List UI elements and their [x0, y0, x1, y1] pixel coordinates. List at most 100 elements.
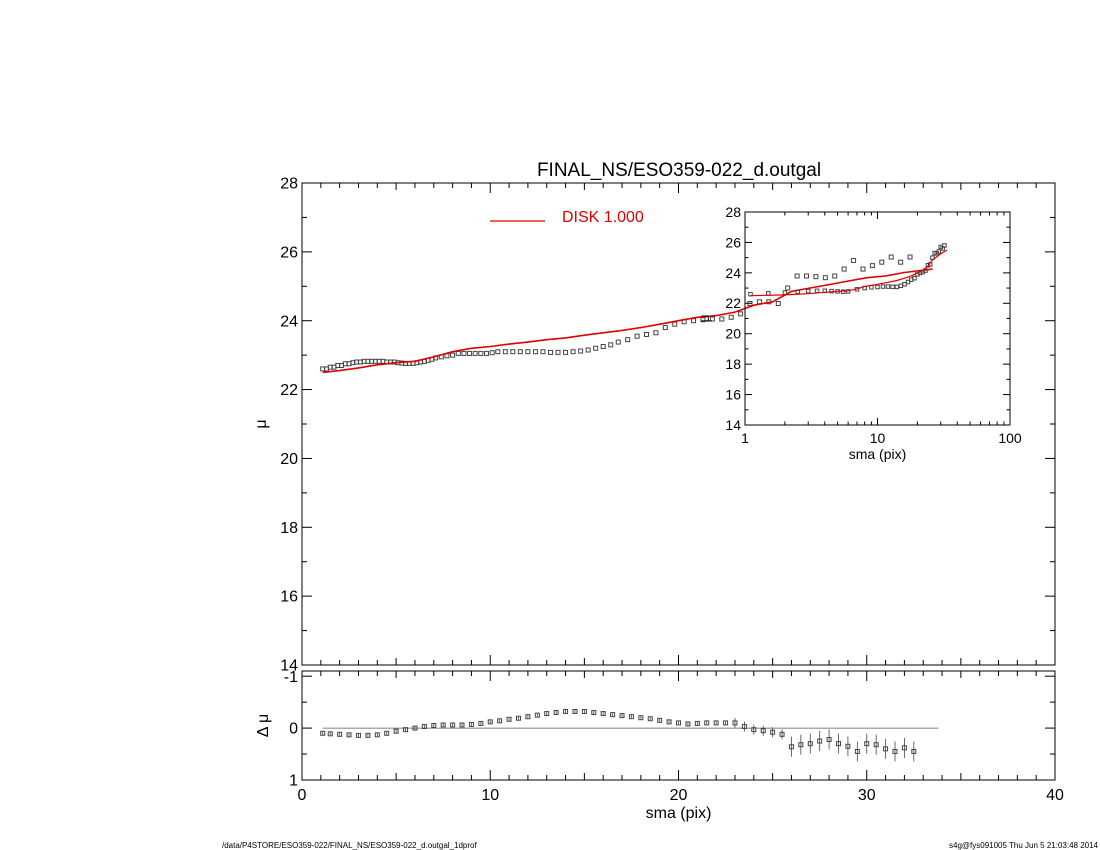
data-point — [676, 720, 681, 726]
x-tick-label: 10 — [870, 430, 886, 446]
data-point — [912, 275, 917, 281]
y-tick-label: -1 — [284, 669, 298, 686]
data-point — [869, 263, 875, 269]
data-point — [517, 349, 523, 355]
data-point — [553, 710, 559, 716]
data-point — [532, 349, 538, 355]
footer-left: /data/P4STORE/ESO359-022/FINAL_NS/ESO359… — [222, 841, 477, 850]
data-point — [741, 724, 747, 730]
data-point — [540, 349, 546, 355]
data-point — [643, 331, 649, 337]
y-tick-label: 18 — [280, 520, 298, 537]
data-point — [393, 728, 399, 734]
data-point — [440, 722, 446, 728]
data-point — [625, 337, 631, 343]
data-point — [875, 284, 880, 290]
data-point — [478, 720, 484, 726]
data-point — [898, 283, 904, 289]
data-point — [936, 249, 942, 254]
data-point — [766, 291, 771, 296]
x-tick-label: 10 — [481, 787, 499, 804]
y-tick-label: 16 — [280, 589, 298, 606]
data-point — [578, 348, 584, 354]
data-point — [713, 720, 719, 726]
data-point — [403, 727, 409, 733]
y-tick-label: 14 — [280, 658, 298, 675]
data-point — [873, 742, 879, 748]
data-point — [748, 291, 753, 297]
data-point — [478, 350, 484, 356]
data-point — [327, 731, 333, 737]
y-axis-label: μ — [253, 419, 270, 428]
data-point — [911, 748, 917, 754]
data-point — [320, 730, 326, 736]
data-point — [807, 741, 813, 747]
data-point — [691, 318, 697, 324]
data-point — [795, 289, 800, 295]
data-point — [892, 748, 898, 754]
data-point — [798, 742, 804, 748]
data-point — [506, 716, 512, 722]
data-point — [836, 741, 842, 747]
data-point — [384, 730, 390, 736]
x-tick-label: 30 — [858, 787, 876, 804]
y-tick-label: 0 — [289, 721, 298, 738]
data-point — [525, 349, 531, 355]
x-axis-label: sma (pix) — [849, 446, 907, 462]
data-point — [813, 274, 819, 280]
data-point — [510, 349, 516, 355]
y-axis-label: μ — [696, 314, 712, 322]
legend: DISK 1.000 — [490, 209, 644, 226]
data-point — [450, 722, 456, 728]
data-point — [817, 738, 823, 744]
data-point — [572, 708, 578, 714]
data-point — [905, 279, 911, 285]
data-point — [563, 349, 569, 355]
data-point — [547, 349, 553, 355]
data-point — [455, 350, 461, 356]
data-point — [653, 330, 659, 336]
data-point — [600, 711, 606, 717]
data-point — [628, 714, 634, 720]
data-point — [497, 718, 503, 724]
data-point — [563, 708, 569, 714]
data-point — [694, 720, 700, 726]
data-point — [804, 273, 810, 279]
model-line — [750, 249, 948, 297]
data-point — [925, 263, 931, 268]
data-point — [732, 720, 738, 726]
data-point — [534, 712, 540, 718]
model-line — [322, 268, 933, 374]
data-point — [374, 732, 380, 738]
residual-frame — [301, 670, 1056, 781]
data-point — [647, 716, 653, 722]
data-point — [666, 719, 672, 725]
data-point — [902, 282, 907, 287]
data-point — [805, 288, 811, 294]
data-point — [864, 741, 870, 747]
data-point — [832, 273, 838, 279]
data-point — [794, 273, 800, 279]
data-point — [883, 746, 889, 752]
data-point — [525, 714, 531, 720]
data-point — [751, 727, 757, 733]
data-point — [421, 724, 427, 730]
x-tick-label: 100 — [998, 430, 1022, 446]
data-point — [738, 311, 744, 317]
data-point — [450, 352, 456, 358]
y-tick-label: 24 — [725, 265, 741, 281]
x-axis-label: sma (pix) — [646, 805, 712, 822]
data-point — [615, 339, 621, 345]
data-point — [788, 744, 794, 750]
main-plot: 14 16 18 20 22 24 26 28 μ — [253, 176, 1056, 675]
data-point — [461, 350, 467, 356]
data-point — [608, 342, 614, 348]
data-point — [822, 275, 828, 281]
y-tick-label: 22 — [725, 295, 741, 311]
y-tick-label: 18 — [725, 356, 741, 372]
x-tick-label: 0 — [298, 787, 307, 804]
data-point — [489, 350, 495, 356]
y-tick-label: 28 — [725, 204, 741, 220]
data-point — [412, 725, 418, 731]
